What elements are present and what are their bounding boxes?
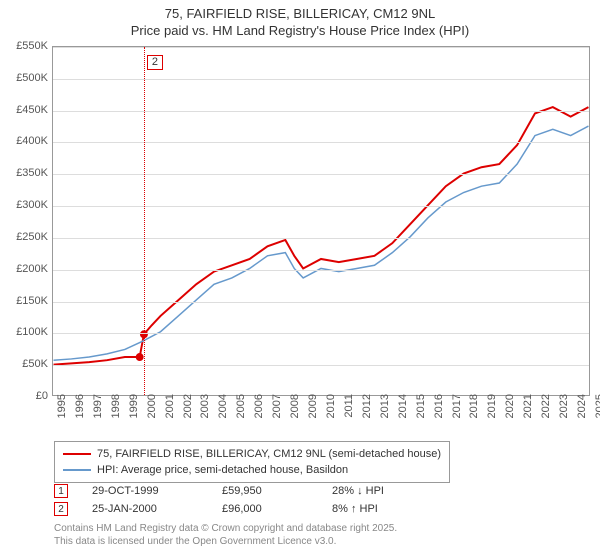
x-axis-label: 2009 <box>307 394 319 434</box>
x-axis-label: 2018 <box>468 394 480 434</box>
x-axis-label: 2016 <box>433 394 445 434</box>
chart-container: 75, FAIRFIELD RISE, BILLERICAY, CM12 9NL… <box>0 0 600 560</box>
marker-line <box>144 47 145 395</box>
y-axis-label: £50K <box>4 358 48 370</box>
x-axis-label: 1996 <box>74 394 86 434</box>
y-axis-label: £250K <box>4 231 48 243</box>
footer-line2: This data is licensed under the Open Gov… <box>54 535 397 548</box>
tx-pct: 8% ↑ HPI <box>332 503 442 515</box>
title-block: 75, FAIRFIELD RISE, BILLERICAY, CM12 9NL… <box>0 0 600 40</box>
tx-date: 29-OCT-1999 <box>92 485 222 497</box>
grid-line <box>53 238 589 239</box>
tx-date: 25-JAN-2000 <box>92 503 222 515</box>
x-axis-label: 2005 <box>235 394 247 434</box>
grid-line <box>53 365 589 366</box>
y-axis-label: £300K <box>4 199 48 211</box>
y-axis-label: £350K <box>4 167 48 179</box>
x-axis-label: 2015 <box>415 394 427 434</box>
y-axis-label: £400K <box>4 135 48 147</box>
x-axis-label: 2008 <box>289 394 301 434</box>
transaction-row: 2 25-JAN-2000£96,0008% ↑ HPI <box>54 500 442 518</box>
y-axis-label: £150K <box>4 295 48 307</box>
legend-label: 75, FAIRFIELD RISE, BILLERICAY, CM12 9NL… <box>97 446 441 462</box>
grid-line <box>53 270 589 271</box>
y-axis-label: £100K <box>4 326 48 338</box>
transaction-row: 1 29-OCT-1999£59,95028% ↓ HPI <box>54 482 442 500</box>
legend-swatch <box>63 453 91 455</box>
legend: 75, FAIRFIELD RISE, BILLERICAY, CM12 9NL… <box>54 441 450 483</box>
grid-line <box>53 174 589 175</box>
x-axis-label: 1995 <box>56 394 68 434</box>
legend-row: HPI: Average price, semi-detached house,… <box>63 462 441 478</box>
y-axis-label: £200K <box>4 263 48 275</box>
x-axis-label: 2002 <box>182 394 194 434</box>
x-axis-label: 2000 <box>146 394 158 434</box>
x-axis-label: 1998 <box>110 394 122 434</box>
x-axis-label: 2003 <box>199 394 211 434</box>
legend-swatch <box>63 469 91 471</box>
chart-plot-area: 2 <box>52 46 590 396</box>
sale-marker-dot <box>136 353 144 361</box>
x-axis-label: 2020 <box>504 394 516 434</box>
tx-price: £96,000 <box>222 503 332 515</box>
tx-pct: 28% ↓ HPI <box>332 485 442 497</box>
grid-line <box>53 47 589 48</box>
series-hpi <box>54 126 589 360</box>
x-axis-label: 2006 <box>253 394 265 434</box>
x-axis-label: 2011 <box>343 394 355 434</box>
legend-label: HPI: Average price, semi-detached house,… <box>97 462 348 478</box>
y-axis-label: £500K <box>4 72 48 84</box>
grid-line <box>53 142 589 143</box>
title-sub: Price paid vs. HM Land Registry's House … <box>0 23 600 38</box>
x-axis-label: 2010 <box>325 394 337 434</box>
x-axis-label: 1999 <box>128 394 140 434</box>
transactions-table: 1 29-OCT-1999£59,95028% ↓ HPI 2 25-JAN-2000… <box>54 482 442 518</box>
chart-svg <box>53 47 589 395</box>
x-axis-label: 2012 <box>361 394 373 434</box>
x-axis-label: 2013 <box>379 394 391 434</box>
y-axis-label: £0 <box>4 390 48 402</box>
footer: Contains HM Land Registry data © Crown c… <box>54 522 397 548</box>
x-axis-label: 2024 <box>576 394 588 434</box>
marker-flag: 2 <box>147 55 163 70</box>
x-axis-label: 1997 <box>92 394 104 434</box>
x-axis-label: 2022 <box>540 394 552 434</box>
grid-line <box>53 206 589 207</box>
x-axis-label: 2025 <box>594 394 600 434</box>
tx-index: 2 <box>54 502 68 516</box>
grid-line <box>53 79 589 80</box>
tx-index: 1 <box>54 484 68 498</box>
y-axis-label: £450K <box>4 104 48 116</box>
grid-line <box>53 302 589 303</box>
x-axis-label: 2004 <box>217 394 229 434</box>
x-axis-label: 2019 <box>486 394 498 434</box>
footer-line1: Contains HM Land Registry data © Crown c… <box>54 522 397 535</box>
x-axis-label: 2023 <box>558 394 570 434</box>
x-axis-label: 2007 <box>271 394 283 434</box>
grid-line <box>53 111 589 112</box>
series-price_paid <box>54 107 589 365</box>
x-axis-label: 2021 <box>522 394 534 434</box>
x-axis-label: 2017 <box>451 394 463 434</box>
grid-line <box>53 333 589 334</box>
x-axis-label: 2001 <box>164 394 176 434</box>
legend-row: 75, FAIRFIELD RISE, BILLERICAY, CM12 9NL… <box>63 446 441 462</box>
x-axis-label: 2014 <box>397 394 409 434</box>
tx-price: £59,950 <box>222 485 332 497</box>
title-main: 75, FAIRFIELD RISE, BILLERICAY, CM12 9NL <box>0 6 600 21</box>
y-axis-label: £550K <box>4 40 48 52</box>
